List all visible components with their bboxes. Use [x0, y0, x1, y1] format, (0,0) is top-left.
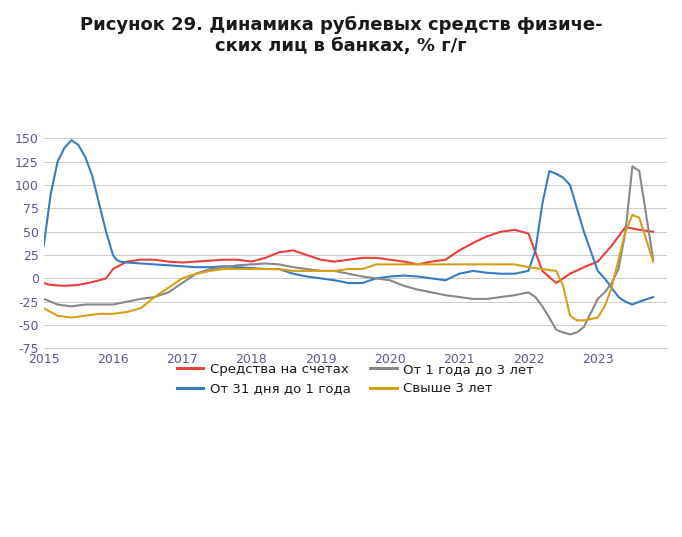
Legend: Средства на счетах, От 31 дня до 1 года, От 1 года до 3 лет, Свыше 3 лет: Средства на счетах, От 31 дня до 1 года,… [171, 358, 539, 401]
Text: Рисунок 29. Динамика рублевых средств физиче-
ских лиц в банках, % г/г: Рисунок 29. Динамика рублевых средств фи… [80, 16, 602, 55]
